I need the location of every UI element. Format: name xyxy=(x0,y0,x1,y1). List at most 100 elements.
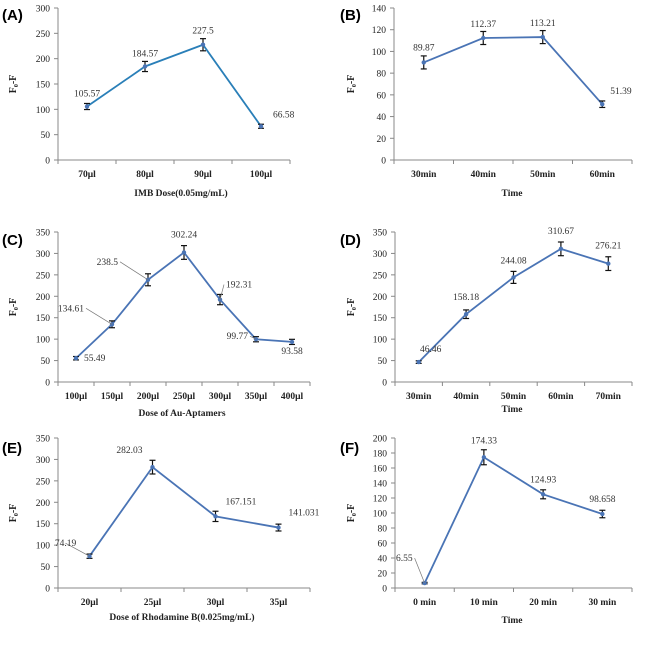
x-tick-label: 10 min xyxy=(470,598,498,608)
data-label: 98.658 xyxy=(589,495,615,505)
x-tick-label: 60min xyxy=(548,392,574,402)
y-tick-label: 250 xyxy=(36,271,51,281)
series-line xyxy=(423,455,603,584)
y-axis-title: F₀-F xyxy=(8,504,19,523)
y-tick-label: 200 xyxy=(36,293,51,303)
data-label: 89.87 xyxy=(413,43,435,53)
y-tick-label: 200 xyxy=(373,435,388,445)
x-tick-label: 400μl xyxy=(281,392,304,402)
chart-panel-3: (C) 0 50 100 150 200 250 300 350 100μl 150μl 200μl 2… xyxy=(2,229,311,419)
x-tick-label: 30min xyxy=(406,392,432,402)
data-point xyxy=(463,312,469,317)
y-tick-label: 250 xyxy=(36,477,51,487)
y-tick-label: 50 xyxy=(41,131,51,141)
data-point xyxy=(600,511,605,517)
series-line xyxy=(423,36,603,105)
data-label: 244.08 xyxy=(500,256,526,266)
y-tick-label: 0 xyxy=(45,157,50,167)
x-tick-label: 70μl xyxy=(78,170,96,180)
data-label-leader xyxy=(219,284,225,300)
y-tick-label: 100 xyxy=(36,336,51,346)
y-tick-label: 150 xyxy=(36,314,51,324)
x-tick-label: 35μl xyxy=(270,598,288,608)
data-point xyxy=(600,102,605,107)
y-tick-label: 0 xyxy=(382,585,387,595)
data-point xyxy=(181,250,187,255)
chart-panel-2: (B) 0 20 40 60 80 100 120 140 30min 40min 50min 60mi… xyxy=(340,5,633,199)
y-tick-label: 0 xyxy=(45,379,50,389)
y-axis-title: F₀-F xyxy=(8,298,19,317)
data-point xyxy=(258,124,264,129)
y-tick-label: 60 xyxy=(378,540,388,550)
y-tick-label: 300 xyxy=(36,5,51,15)
data-label: 112.37 xyxy=(470,20,496,30)
chart-panel-1: (A) 0 50 100 150 200 250 300 70μl 80μl 90μl 100μl IM… xyxy=(2,5,295,200)
data-point xyxy=(540,34,545,40)
data-label: 167.151 xyxy=(226,497,257,507)
x-tick-label: 20 min xyxy=(529,598,557,608)
x-tick-label: 150μl xyxy=(101,392,124,402)
data-point xyxy=(421,60,426,65)
x-axis-title: IMB Dose(0.05mg/mL) xyxy=(134,188,227,199)
x-tick-label: 20μl xyxy=(81,598,99,608)
x-axis-title: Dose of Au-Aptamers xyxy=(138,409,225,419)
y-tick-label: 140 xyxy=(373,480,388,490)
y-tick-label: 0 xyxy=(381,157,386,167)
data-label: 141.031 xyxy=(289,509,320,519)
data-label: 227.5 xyxy=(192,27,214,37)
panel-letter: (C) xyxy=(2,232,23,249)
y-tick-label: 300 xyxy=(36,456,51,466)
y-tick-label: 150 xyxy=(36,81,51,91)
x-tick-label: 70min xyxy=(596,392,622,402)
data-point xyxy=(289,339,295,345)
y-tick-label: 80 xyxy=(378,525,388,535)
panel-letter: (F) xyxy=(340,440,359,457)
y-tick-label: 250 xyxy=(36,30,51,40)
data-label: 66.58 xyxy=(273,110,295,120)
data-label-leader xyxy=(85,308,113,325)
data-point xyxy=(200,42,206,47)
x-tick-label: 0 min xyxy=(413,598,437,608)
y-tick-label: 20 xyxy=(378,570,388,580)
y-tick-label: 20 xyxy=(377,135,387,145)
panel-letter: (A) xyxy=(2,7,23,24)
y-tick-label: 100 xyxy=(36,106,51,116)
x-tick-label: 300μl xyxy=(209,392,232,402)
y-tick-label: 350 xyxy=(36,435,51,445)
y-tick-label: 200 xyxy=(36,499,51,509)
x-tick-label: 30 min xyxy=(589,598,617,608)
data-point xyxy=(84,104,90,109)
x-axis-title: Time xyxy=(502,405,523,415)
panel-letter: (B) xyxy=(340,7,361,24)
y-axis-title: F₀-F xyxy=(346,298,357,317)
data-label: 124.93 xyxy=(530,475,556,485)
y-tick-label: 100 xyxy=(373,336,388,346)
data-label: 113.21 xyxy=(530,19,556,29)
x-tick-label: 50min xyxy=(530,170,556,180)
data-point xyxy=(150,464,155,470)
data-label: 55.49 xyxy=(84,354,106,364)
y-tick-label: 200 xyxy=(36,55,51,65)
x-tick-label: 250μl xyxy=(173,392,196,402)
y-tick-label: 160 xyxy=(373,465,388,475)
y-tick-label: 300 xyxy=(36,250,51,260)
y-tick-label: 40 xyxy=(378,555,388,565)
data-point xyxy=(540,492,546,497)
data-label-leader xyxy=(65,542,90,557)
y-tick-label: 120 xyxy=(373,495,388,505)
data-label: 134.61 xyxy=(58,304,84,314)
x-axis-title: Time xyxy=(502,616,523,626)
x-tick-label: 60min xyxy=(590,170,616,180)
data-label: 302.24 xyxy=(171,230,197,240)
x-tick-label: 30μl xyxy=(207,598,225,608)
x-tick-label: 90μl xyxy=(194,170,212,180)
y-tick-label: 50 xyxy=(378,357,388,367)
panel-letter: (E) xyxy=(2,440,22,457)
x-axis-title: Dose of Rhodamine B(0.025mg/mL) xyxy=(109,612,254,623)
chart-panel-6: (F) 0 20 40 60 80 100 120 140 160 180 200 0 min 10 mi… xyxy=(340,435,633,626)
y-tick-label: 300 xyxy=(373,250,388,260)
x-tick-label: 100μl xyxy=(250,170,273,180)
y-tick-label: 250 xyxy=(373,271,388,281)
data-point xyxy=(142,64,148,69)
data-point xyxy=(416,359,421,365)
